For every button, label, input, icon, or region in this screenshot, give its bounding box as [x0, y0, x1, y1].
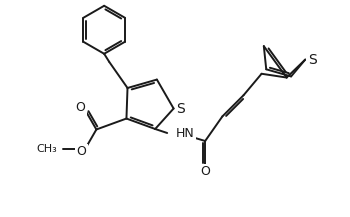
- Text: O: O: [76, 101, 85, 114]
- Text: O: O: [76, 145, 86, 158]
- Text: S: S: [176, 102, 185, 115]
- Text: S: S: [308, 53, 317, 67]
- Text: HN: HN: [176, 128, 195, 140]
- Text: CH₃: CH₃: [37, 143, 57, 154]
- Text: O: O: [200, 166, 210, 179]
